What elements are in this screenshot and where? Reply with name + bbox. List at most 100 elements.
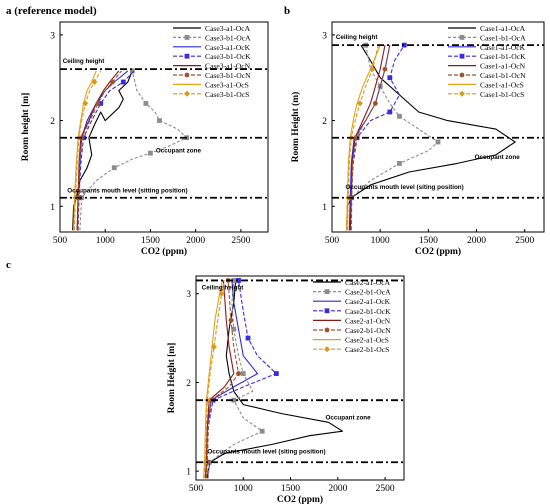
series-marker	[110, 79, 115, 85]
y-tick-label: 1	[186, 468, 191, 478]
series-marker	[120, 79, 126, 85]
series-line	[345, 44, 381, 231]
legend: Case1-a1-OcACase1-b1-OcACase1-a1-OcKCase…	[448, 24, 526, 99]
series-marker	[259, 428, 265, 434]
legend-label: Case2-b1-OcA	[345, 288, 391, 297]
series-marker	[148, 150, 153, 156]
series-marker	[157, 118, 162, 123]
x-tick-label: 1000	[96, 236, 115, 246]
series-marker	[202, 459, 209, 466]
annotation: Occupant zone	[156, 147, 202, 154]
x-tick-label: 2500	[376, 484, 395, 494]
series-line	[348, 44, 439, 231]
legend-label: Case1-a1-OcK	[480, 43, 526, 52]
series-marker	[91, 79, 98, 85]
annotation: Ceiling height	[202, 284, 245, 291]
legend-marker	[184, 53, 190, 59]
series-marker	[129, 68, 135, 74]
annotation: Occupant zone	[475, 154, 521, 161]
x-tick-label: 1000	[371, 236, 390, 246]
series-marker	[231, 397, 237, 403]
y-axis-label: Room height [m]	[21, 93, 31, 162]
x-axis-label: CO2 (ppm)	[415, 246, 461, 257]
series-marker	[397, 161, 402, 166]
series-marker	[240, 371, 246, 376]
x-tick-label: 2000	[328, 484, 347, 494]
legend-label: Case3-b1-OcN	[205, 71, 251, 80]
series-marker	[387, 75, 393, 81]
y-axis-label: Room Height [m]	[167, 343, 177, 414]
panel-title: b	[284, 5, 290, 17]
y-tick-label: 2	[322, 117, 327, 127]
series-marker	[98, 101, 104, 106]
legend-marker	[184, 90, 190, 97]
legend: Case3-a1-OcACase3-b1-OcACase3-a1-OcKCase…	[173, 24, 251, 99]
legend-marker	[324, 346, 330, 353]
legend-label: Case3-b1-OcK	[205, 52, 251, 61]
legend-marker	[184, 72, 190, 78]
series-marker	[382, 66, 388, 72]
series-line	[206, 280, 344, 479]
annotation: Occupants mouth level (siting position)	[207, 448, 325, 455]
series-line	[207, 280, 263, 479]
series-marker	[401, 42, 407, 48]
series-marker	[236, 371, 241, 376]
series-marker	[236, 278, 241, 283]
series-line	[204, 280, 235, 479]
plot-frame	[331, 21, 545, 233]
series-marker	[245, 335, 251, 341]
x-tick-label: 500	[53, 236, 68, 246]
plot-frame	[59, 21, 269, 233]
series-marker	[353, 135, 359, 141]
x-tick-label: 1500	[419, 236, 438, 246]
legend-marker	[324, 289, 330, 294]
series-marker	[218, 290, 225, 297]
series-line	[79, 70, 188, 231]
series-marker	[95, 101, 101, 106]
x-axis-label: CO2 (ppm)	[141, 246, 187, 257]
legend-label: Case3-b1-OcA	[205, 33, 251, 42]
series-marker	[228, 317, 234, 323]
series-marker	[111, 165, 117, 171]
legend-label: Case1-b1-OcK	[480, 52, 526, 61]
legend-label: Case2-a1-OcN	[345, 316, 391, 325]
legend-label: Case2-b1-OcS	[345, 345, 389, 354]
legend-marker	[459, 35, 465, 40]
x-tick-label: 2000	[467, 236, 486, 246]
series-marker	[369, 66, 376, 73]
panel-title: a (reference model)	[6, 5, 97, 17]
y-tick-label: 3	[186, 290, 191, 300]
series-line	[73, 70, 102, 231]
panel-c: c 500 1000 1500 2000 2500 1 2 3 CO2 (ppm) Room Hei…	[6, 259, 405, 504]
panel-title: c	[6, 259, 11, 271]
x-tick-label: 1000	[234, 484, 253, 494]
series-marker	[372, 101, 378, 106]
panel-a: a (reference model) 500 1000 1500 2000 2500 1 2…	[6, 5, 269, 257]
legend-label: Case1-a1-OcA	[480, 24, 526, 33]
y-tick-label: 3	[50, 31, 55, 41]
x-tick-label: 500	[189, 484, 204, 494]
series-line	[77, 70, 135, 231]
legend: Case2-a1-OcACase2-b1-OcACase2-a1-OcKCase…	[313, 278, 391, 354]
legend-marker	[459, 72, 465, 78]
legend-label: Case3-a1-OcK	[205, 43, 251, 52]
plot-frame	[195, 275, 405, 481]
legend-marker	[184, 35, 190, 40]
x-tick-label: 2000	[186, 236, 205, 246]
series-marker	[231, 278, 237, 283]
series-marker	[387, 109, 393, 115]
y-tick-label: 1	[322, 203, 327, 213]
legend-marker	[459, 53, 465, 59]
legend-marker	[459, 90, 465, 97]
legend-marker	[324, 308, 330, 314]
series-marker	[273, 371, 279, 376]
legend-label: Case2-b1-OcK	[345, 307, 391, 316]
y-tick-label: 3	[322, 31, 327, 41]
annotation: Occupants mouth level (sitting position)	[67, 188, 187, 195]
series-line	[72, 70, 133, 231]
y-tick-label: 2	[50, 117, 55, 127]
x-tick-label: 500	[325, 236, 340, 246]
annotation: Occupants mouth level (siting position)	[345, 184, 463, 191]
annotation: Ceiling height	[63, 58, 106, 65]
series-line	[345, 44, 516, 231]
